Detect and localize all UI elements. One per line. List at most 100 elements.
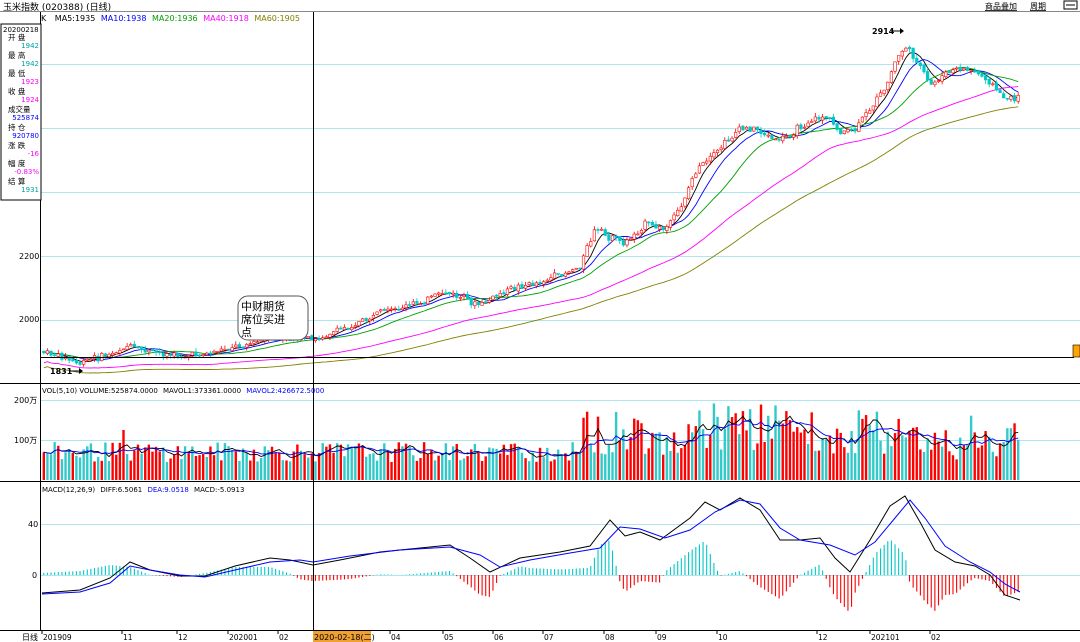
candle-body <box>864 112 868 117</box>
volume-bar <box>296 444 299 480</box>
volume-bar <box>969 415 973 480</box>
volume-bar <box>339 444 343 480</box>
candle-body <box>589 241 593 247</box>
volume-bar <box>636 420 640 480</box>
volume-bar <box>687 424 690 480</box>
candle-body <box>893 61 897 72</box>
volume-bar <box>151 451 154 480</box>
volume-bar <box>745 430 748 480</box>
cursor-date-box <box>313 631 371 642</box>
volume-bar <box>209 446 212 480</box>
candle-body <box>85 358 89 361</box>
candle-body <box>947 70 951 74</box>
candle-body <box>632 233 636 240</box>
volume-bar <box>314 461 317 480</box>
volume-bar <box>245 452 248 480</box>
volume-bar <box>669 450 672 480</box>
volume-bar <box>259 457 263 480</box>
add-instrument-button[interactable]: 商品叠加 <box>985 1 1017 11</box>
candle-body <box>455 292 459 298</box>
volume-bar <box>984 431 987 480</box>
volume-bar <box>853 453 857 480</box>
candle-body <box>578 267 582 270</box>
volume-bar <box>546 447 549 480</box>
date-axis-month: 08 <box>605 633 615 642</box>
info-label: 结 算 <box>8 176 26 186</box>
candle-body <box>118 350 122 354</box>
candle-body <box>723 140 727 149</box>
volume-bar <box>662 454 665 480</box>
volume-bar <box>303 454 306 480</box>
volume-bar <box>727 406 730 480</box>
candle-body <box>317 338 321 340</box>
volume-bar <box>600 453 603 480</box>
window-title: 玉米指数 (020388) (日线) <box>3 1 111 13</box>
volume-bar <box>593 452 596 480</box>
candle-body <box>705 160 709 164</box>
ma60-line <box>43 106 1019 374</box>
candle-body <box>140 346 144 351</box>
info-label: 收 盘 <box>8 86 26 96</box>
info-label: 最 低 <box>8 68 26 78</box>
candle-body <box>255 341 260 344</box>
candle-body <box>998 89 1002 93</box>
candle-body <box>502 292 506 295</box>
volume-bar <box>556 449 560 480</box>
candle-body <box>473 301 477 306</box>
info-value: -16 <box>28 150 40 158</box>
volume-bar <box>281 460 285 480</box>
volume-bar <box>401 446 404 480</box>
candle-body <box>759 129 763 134</box>
volume-bar <box>82 449 85 480</box>
volume-bar <box>361 445 364 480</box>
candle-body <box>422 302 426 305</box>
candle-body <box>549 277 553 281</box>
candle-body <box>994 82 999 91</box>
candle-body <box>755 126 759 131</box>
candle-body <box>817 116 821 120</box>
volume-bar <box>346 444 350 480</box>
volume-bar <box>767 415 770 480</box>
volume-bar <box>169 458 172 480</box>
volume-bar <box>201 454 205 480</box>
volume-bars <box>42 403 1020 480</box>
volume-bar <box>944 430 947 480</box>
info-value: 1942 <box>21 60 39 68</box>
volume-bar <box>125 454 129 480</box>
candle-body <box>248 343 252 345</box>
candle-body <box>346 327 350 330</box>
volume-bar <box>683 444 687 480</box>
low-arrow-icon <box>79 368 83 374</box>
volume-bar <box>451 446 455 480</box>
volume-bar <box>165 461 169 480</box>
volume-bar <box>861 418 864 480</box>
candle-body <box>56 353 60 357</box>
volume-bar <box>1013 423 1016 480</box>
dea-line <box>41 499 1021 595</box>
period-button[interactable]: 周期 <box>1030 2 1046 11</box>
volume-bar <box>951 455 955 480</box>
candle-body <box>223 348 227 351</box>
volume-bar <box>241 448 245 480</box>
volume-bar <box>270 446 274 480</box>
volume-bar <box>154 446 158 480</box>
volume-bar <box>875 411 879 480</box>
volume-bar <box>741 411 745 480</box>
volume-bar <box>977 447 980 480</box>
candle-body <box>205 352 209 356</box>
info-value: 1923 <box>21 78 39 86</box>
volume-bar <box>995 456 998 480</box>
volume-bar <box>372 453 375 480</box>
candle-body <box>951 69 955 74</box>
info-label: 幅 度 <box>8 158 26 168</box>
volume-bar <box>162 447 165 480</box>
macd-tick-40: 40 <box>28 520 38 529</box>
volume-bar <box>1002 442 1005 480</box>
volume-bar <box>803 429 806 480</box>
volume-bar <box>122 430 125 480</box>
candle-body <box>567 271 571 274</box>
candle-body <box>389 308 394 311</box>
volume-bar <box>607 445 611 480</box>
high-price-label: 2914 <box>872 27 895 36</box>
info-value: 1942 <box>21 42 39 50</box>
